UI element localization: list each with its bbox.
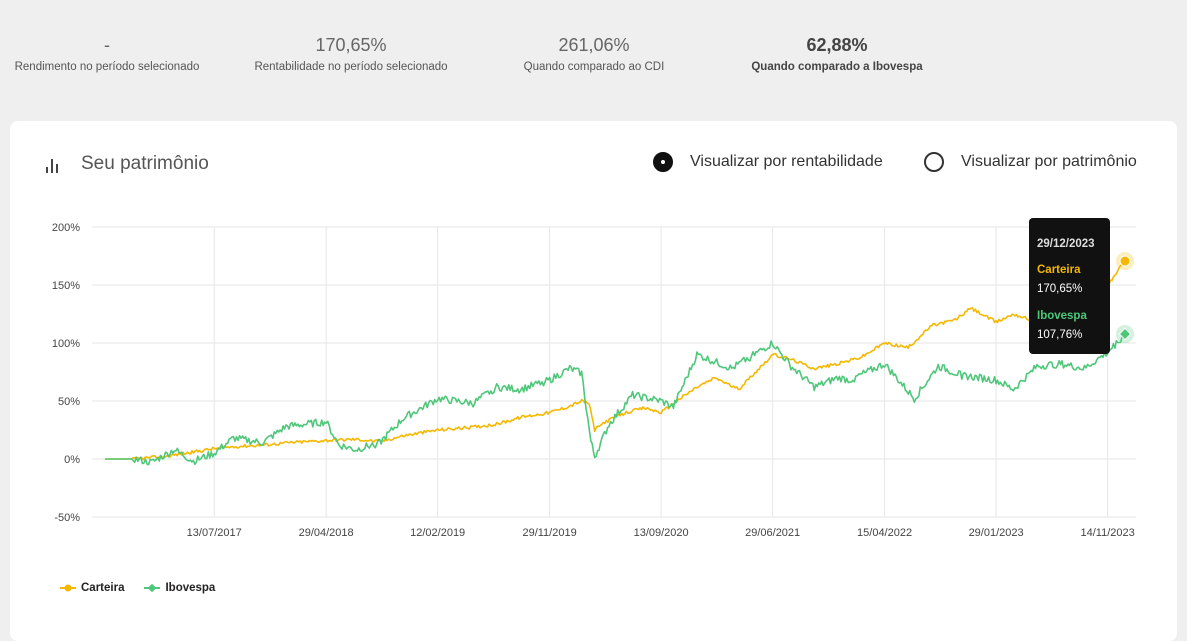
x-tick-label: 12/02/2019	[410, 527, 465, 539]
legend-label: Ibovespa	[165, 582, 216, 594]
tooltip-series-ibovespa: Ibovespa	[1037, 310, 1087, 322]
bar-chart-icon	[46, 159, 62, 173]
radio-checked-icon[interactable]	[653, 152, 673, 172]
stat-rendimento: - Rendimento no período selecionado	[0, 34, 214, 73]
y-tick-label: 150%	[52, 280, 80, 292]
stat-label: Rendimento no período selecionado	[14, 61, 200, 73]
x-tick-label: 29/04/2018	[299, 527, 354, 539]
diamond-marker-icon	[144, 583, 161, 593]
x-tick-label: 13/09/2020	[634, 527, 689, 539]
chart-grid	[92, 226, 1136, 518]
radio-unchecked-icon[interactable]	[924, 152, 944, 172]
stat-cdi: 261,06% Quando comparado ao CDI	[487, 34, 701, 73]
tooltip-value-ibovespa: 107,76%	[1037, 329, 1083, 341]
radio-label: Visualizar por rentabilidade	[690, 153, 883, 170]
x-tick-label: 29/06/2021	[745, 527, 800, 539]
y-tick-label: -50%	[54, 512, 80, 524]
circle-marker-icon	[60, 584, 76, 592]
x-tick-label: 15/04/2022	[857, 527, 912, 539]
radio-label: Visualizar por patrimônio	[961, 153, 1137, 170]
end-point-ibovespa	[1118, 327, 1132, 341]
series-line-ibovespa	[105, 333, 1126, 466]
series-line-carteira	[105, 260, 1126, 461]
legend-item-ibovespa[interactable]: Ibovespa	[144, 582, 215, 594]
stat-label: Quando comparado a Ibovespa	[751, 61, 923, 73]
summary-stats: - Rendimento no período selecionado 170,…	[0, 0, 1187, 110]
radio-rentabilidade[interactable]: Visualizar por rentabilidade	[653, 152, 883, 172]
card-title: Seu patrimônio	[81, 153, 209, 174]
stat-value: 170,65%	[315, 35, 387, 55]
x-tick-label: 14/11/2023	[1081, 527, 1135, 539]
y-tick-label: 50%	[58, 396, 80, 408]
chart-markers	[1116, 252, 1134, 343]
chart-lines	[105, 260, 1126, 466]
stat-rentabilidade: 170,65% Rentabilidade no período selecio…	[244, 34, 458, 73]
stat-ibovespa: 62,88% Quando comparado a Ibovespa	[730, 34, 944, 73]
y-tick-label: 100%	[52, 338, 80, 350]
stat-label: Quando comparado ao CDI	[523, 61, 665, 73]
y-tick-label: 0%	[64, 454, 80, 466]
stat-label: Rentabilidade no período selecionado	[254, 61, 448, 73]
y-tick-label: 200%	[52, 222, 80, 234]
x-tick-label: 29/01/2023	[969, 527, 1024, 539]
tooltip-value-carteira: 170,65%	[1037, 283, 1083, 295]
line-chart[interactable]: 200% 150% 100% 50% 0% -50% 13/07/2017 29/04/20…	[10, 121, 1177, 581]
x-tick-label: 13/07/2017	[187, 527, 242, 539]
chart-legend: Carteira Ibovespa	[60, 582, 235, 594]
radio-patrimonio[interactable]: Visualizar por patrimônio	[924, 152, 1137, 172]
tooltip-date: 29/12/2023	[1037, 238, 1095, 250]
stat-value: 261,06%	[558, 35, 630, 55]
y-axis-ticks: 200% 150% 100% 50% 0% -50%	[52, 222, 80, 524]
legend-item-carteira[interactable]: Carteira	[60, 582, 124, 594]
stat-value: 62,88%	[806, 35, 868, 55]
patrimonio-card: Seu patrimônio Visualizar por rentabilid…	[10, 121, 1177, 641]
end-point-carteira	[1119, 255, 1131, 267]
chart-tooltip: 29/12/2023 Carteira 170,65% Ibovespa 107…	[1029, 218, 1110, 354]
tooltip-series-carteira: Carteira	[1037, 264, 1081, 276]
legend-label: Carteira	[81, 582, 125, 594]
stat-value: -	[104, 35, 110, 55]
x-tick-label: 29/11/2019	[522, 527, 576, 539]
x-axis-ticks: 13/07/2017 29/04/2018 12/02/2019 29/11/2019…	[187, 527, 1135, 539]
